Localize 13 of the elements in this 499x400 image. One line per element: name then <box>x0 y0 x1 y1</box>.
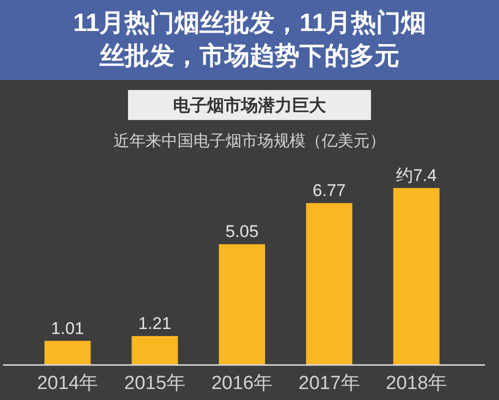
x-tick-label: 2015年 <box>124 373 186 394</box>
annotation: 11月热门烟丝批发，11月热门烟丝批发，市场趋势下的多元 <box>0 0 499 80</box>
x-tick-label: 2014年 <box>36 373 98 394</box>
value-label: 1.01 <box>51 318 84 338</box>
x-tick-label: 2017年 <box>298 373 360 394</box>
x-tick-label: 2018年 <box>386 373 448 394</box>
subtitle: 近年来中国电子烟市场规模（亿美元） <box>114 133 386 150</box>
value-label: 5.05 <box>225 222 259 242</box>
title: 电子烟市场潜力巨大 <box>173 96 326 115</box>
value-label: 6.77 <box>312 181 346 200</box>
value-label: 1.21 <box>138 314 172 334</box>
value-label: 约7.4 <box>396 166 437 185</box>
x-tick-label: 2016年 <box>211 373 273 394</box>
